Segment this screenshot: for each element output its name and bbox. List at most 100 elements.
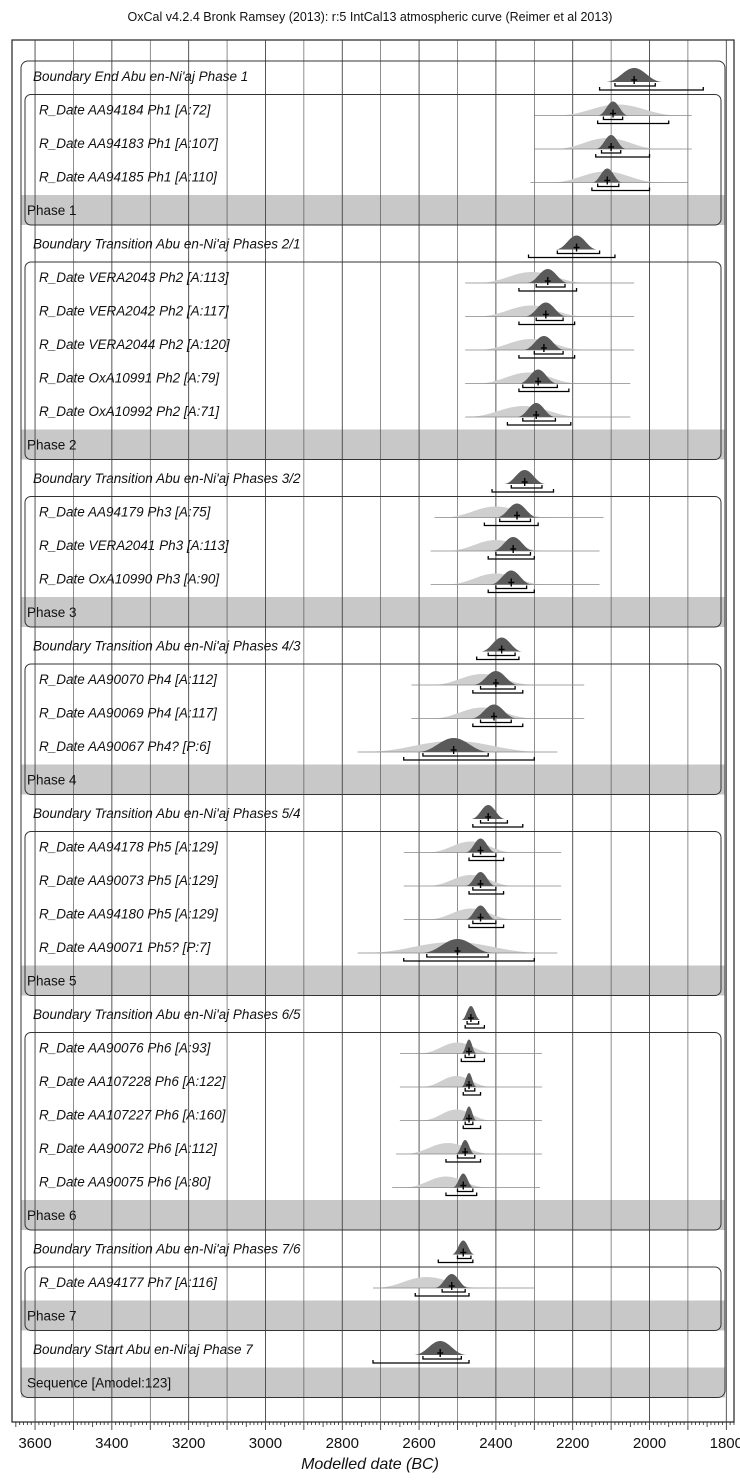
likelihood-distribution bbox=[421, 1109, 493, 1121]
range-95 bbox=[445, 1159, 482, 1163]
likelihood-distribution bbox=[426, 875, 516, 886]
posterior-distribution bbox=[417, 738, 491, 752]
range-68 bbox=[614, 83, 656, 87]
posterior-distribution bbox=[526, 269, 569, 283]
date-label: R_Date AA90070 Ph4 [A:112] bbox=[39, 672, 218, 687]
range-68 bbox=[602, 116, 624, 121]
phase-band bbox=[21, 195, 725, 225]
posterior-distribution bbox=[555, 235, 598, 250]
range-95 bbox=[472, 723, 524, 728]
range-95 bbox=[591, 187, 651, 192]
range-95 bbox=[472, 824, 524, 828]
x-tick-label: 2400 bbox=[479, 1435, 512, 1452]
boundary-label: Boundary Transition Abu en-Ni'aj Phases … bbox=[33, 806, 300, 821]
range-95 bbox=[437, 1259, 474, 1264]
range-95 bbox=[468, 924, 505, 929]
range-95 bbox=[483, 522, 539, 527]
range-95 bbox=[597, 120, 670, 125]
x-tick-label: 2000 bbox=[633, 1435, 666, 1452]
x-tick-label: 3600 bbox=[18, 1435, 51, 1452]
boundary-label: Boundary Transition Abu en-Ni'aj Phases … bbox=[33, 639, 301, 654]
posterior-distribution bbox=[524, 302, 567, 317]
posterior-distribution bbox=[518, 369, 558, 384]
date-label: R_Date AA90072 Ph6 [A:112] bbox=[39, 1141, 218, 1156]
phase-label: Phase 3 bbox=[27, 605, 77, 620]
phase-group-box bbox=[24, 94, 722, 226]
posterior-distribution bbox=[461, 1073, 477, 1087]
posterior-distribution bbox=[495, 503, 539, 518]
range-95 bbox=[403, 958, 535, 962]
range-68 bbox=[510, 485, 543, 489]
x-axis-label: Modelled date (BC) bbox=[301, 1456, 439, 1473]
range-68 bbox=[533, 351, 564, 355]
date-label: R_Date AA94183 Ph1 [A:107] bbox=[39, 136, 219, 151]
boundary-label: Boundary Transition Abu en-Ni'aj Phases … bbox=[33, 1242, 301, 1257]
x-tick-label: 2200 bbox=[556, 1435, 589, 1452]
chart-title: OxCal v4.2.4 Bronk Ramsey (2013): r:5 In… bbox=[127, 10, 613, 24]
range-68 bbox=[499, 518, 532, 523]
posterior-distribution bbox=[461, 1006, 481, 1020]
date-label: R_Date VERA2041 Ph3 [A:113] bbox=[39, 538, 230, 553]
sequence-box bbox=[20, 60, 726, 1398]
range-68 bbox=[472, 887, 497, 891]
posterior-distribution bbox=[461, 1039, 477, 1054]
posterior-distribution bbox=[480, 637, 523, 652]
range-68 bbox=[426, 954, 489, 958]
boundary-label: Boundary Transition Abu en-Ni'aj Phases … bbox=[33, 471, 301, 486]
range-95 bbox=[462, 1125, 482, 1130]
range-68 bbox=[495, 552, 532, 556]
x-tick-label: 2600 bbox=[402, 1435, 435, 1452]
phase-label: Phase 7 bbox=[27, 1309, 77, 1324]
posterior-distribution bbox=[522, 336, 566, 350]
date-label: R_Date AA107227 Ph6 [A:160] bbox=[39, 1108, 227, 1123]
range-68 bbox=[522, 384, 558, 389]
phase-label: Phase 5 bbox=[27, 974, 77, 989]
range-68 bbox=[479, 820, 509, 824]
range-95 bbox=[518, 355, 576, 359]
phase-group-box bbox=[24, 496, 722, 628]
range-95 bbox=[518, 288, 578, 292]
date-label: R_Date AA90071 Ph5? [P:7] bbox=[39, 940, 212, 955]
plot-frame bbox=[11, 39, 735, 1423]
likelihood-distribution bbox=[476, 339, 587, 350]
posterior-distribution bbox=[492, 537, 535, 551]
posterior-distribution bbox=[461, 1106, 477, 1121]
phase-group-box bbox=[24, 1032, 722, 1231]
range-95 bbox=[518, 321, 576, 326]
date-label: R_Date AA94178 Ph5 [A:129] bbox=[39, 840, 219, 855]
posterior-distribution bbox=[421, 939, 494, 953]
range-68 bbox=[479, 686, 516, 690]
range-95 bbox=[491, 489, 555, 493]
range-95 bbox=[527, 254, 616, 259]
range-68 bbox=[456, 1188, 474, 1193]
likelihood-distribution bbox=[419, 1042, 496, 1054]
date-label: R_Date VERA2044 Ph2 [A:120] bbox=[39, 337, 231, 352]
x-tick-label: 2800 bbox=[326, 1435, 359, 1452]
likelihood-distribution bbox=[426, 841, 516, 853]
posterior-distribution bbox=[465, 872, 496, 886]
range-68 bbox=[464, 1088, 476, 1092]
date-label: R_Date AA94180 Ph5 [A:129] bbox=[39, 907, 219, 922]
date-label: R_Date AA90073 Ph5 [A:129] bbox=[39, 873, 219, 888]
boundary-label: Boundary Start Abu en-Ni'aj Phase 7 bbox=[33, 1342, 253, 1357]
posterior-distribution bbox=[605, 68, 663, 82]
x-tick-label: 3200 bbox=[172, 1435, 205, 1452]
date-label: R_Date AA90075 Ph6 [A:80] bbox=[39, 1175, 212, 1190]
posterior-distribution bbox=[503, 470, 546, 484]
phase-label: Sequence [Amodel:123] bbox=[27, 1376, 171, 1391]
range-68 bbox=[535, 284, 566, 288]
phase-band bbox=[21, 1300, 725, 1331]
date-label: R_Date VERA2043 Ph2 [A:113] bbox=[39, 270, 230, 285]
range-95 bbox=[518, 388, 570, 393]
range-95 bbox=[598, 87, 704, 91]
range-68 bbox=[422, 1356, 462, 1360]
range-68 bbox=[487, 652, 516, 657]
date-label: R_Date AA90067 Ph4? [P:6] bbox=[39, 739, 212, 754]
posterior-distribution bbox=[591, 168, 623, 183]
phase-band bbox=[21, 764, 725, 795]
date-label: R_Date AA94184 Ph1 [A:72] bbox=[39, 103, 212, 118]
range-95 bbox=[445, 1192, 478, 1197]
range-95 bbox=[468, 857, 505, 862]
range-95 bbox=[472, 690, 524, 694]
